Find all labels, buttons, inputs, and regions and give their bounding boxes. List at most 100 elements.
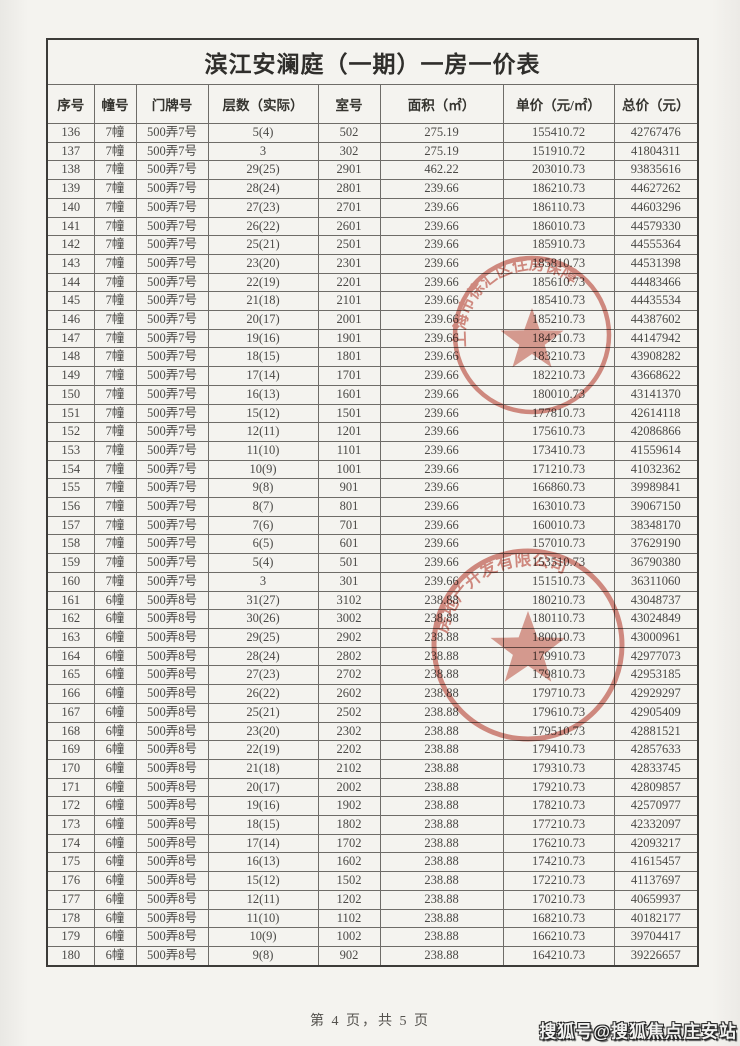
table-cell: 2702 bbox=[317, 665, 381, 686]
table-cell: 183210.73 bbox=[502, 347, 615, 368]
table-cell: 179310.73 bbox=[502, 758, 615, 779]
table-cell: 238.88 bbox=[379, 833, 504, 854]
table-cell: 27(23) bbox=[207, 665, 319, 686]
table-cell: 12(11) bbox=[207, 422, 319, 442]
table-cell: 500弄8号 bbox=[135, 758, 209, 779]
table-cell: 30(26) bbox=[207, 609, 319, 629]
table-cell: 1902 bbox=[317, 796, 381, 817]
table-cell: 185610.73 bbox=[502, 272, 615, 293]
table-cell: 239.66 bbox=[379, 179, 504, 199]
table-cell: 179410.73 bbox=[502, 740, 615, 760]
table-cell: 9(8) bbox=[207, 478, 319, 499]
document-title: 滨江安澜庭（一期）一房一价表 bbox=[46, 38, 699, 85]
table-cell: 162 bbox=[46, 609, 95, 629]
table-cell: 29(25) bbox=[207, 160, 319, 181]
table-cell: 7幢 bbox=[93, 141, 137, 162]
table-row: 143 7幢 500弄7号 23(20) 2301 239.66 185810.73 4453… bbox=[46, 253, 699, 274]
table-cell: 6幢 bbox=[93, 665, 137, 686]
table-cell: 6幢 bbox=[93, 646, 137, 667]
table-cell: 500弄7号 bbox=[135, 515, 209, 536]
table-cell: 169 bbox=[46, 740, 95, 760]
table-cell: 2002 bbox=[317, 777, 381, 798]
table-cell: 239.66 bbox=[379, 515, 504, 536]
table-cell: 2501 bbox=[317, 235, 381, 255]
table-cell: 42086866 bbox=[613, 422, 699, 442]
table-cell: 7幢 bbox=[93, 459, 137, 480]
table-cell: 20(17) bbox=[207, 777, 319, 798]
table-cell: 1901 bbox=[317, 328, 381, 349]
table-cell: 7幢 bbox=[93, 328, 137, 349]
table-cell: 44387602 bbox=[613, 310, 699, 330]
table-cell: 500弄7号 bbox=[135, 235, 209, 255]
table-cell: 500弄8号 bbox=[135, 815, 209, 835]
table-cell: 7幢 bbox=[93, 422, 137, 442]
table-cell: 239.66 bbox=[379, 497, 504, 517]
table-cell: 3102 bbox=[317, 590, 381, 611]
table-row: 144 7幢 500弄7号 22(19) 2201 239.66 185610.73 4448… bbox=[46, 272, 699, 293]
table-cell: 179910.73 bbox=[502, 646, 615, 667]
table-cell: 176 bbox=[46, 871, 95, 891]
table-cell: 154 bbox=[46, 459, 95, 480]
table-row: 170 6幢 500弄8号 21(18) 2102 238.88 179310.73 4283… bbox=[46, 758, 699, 779]
table-cell: 166860.73 bbox=[502, 478, 615, 499]
table-cell: 43048737 bbox=[613, 590, 699, 611]
table-cell: 172210.73 bbox=[502, 871, 615, 891]
table-cell: 22(19) bbox=[207, 272, 319, 293]
table-cell: 160 bbox=[46, 571, 95, 592]
table-cell: 238.88 bbox=[379, 758, 504, 779]
table-cell: 500弄8号 bbox=[135, 609, 209, 629]
table-cell: 184210.73 bbox=[502, 328, 615, 349]
table-cell: 44579330 bbox=[613, 216, 699, 237]
table-row: 140 7幢 500弄7号 27(23) 2701 239.66 186110.73 4460… bbox=[46, 197, 699, 218]
table-cell: 155410.72 bbox=[502, 123, 615, 143]
table-row: 141 7幢 500弄7号 26(22) 2601 239.66 186010.73 4457… bbox=[46, 216, 699, 237]
table-cell: 6幢 bbox=[93, 815, 137, 835]
table-cell: 42977073 bbox=[613, 646, 699, 667]
table-cell: 500弄7号 bbox=[135, 571, 209, 592]
table-cell: 2701 bbox=[317, 197, 381, 218]
column-header-unit-price: 单价（元/㎡） bbox=[502, 84, 615, 124]
table-cell: 6幢 bbox=[93, 702, 137, 723]
table-cell: 239.66 bbox=[379, 347, 504, 368]
table-row: 174 6幢 500弄8号 17(14) 1702 238.88 176210.73 4209… bbox=[46, 833, 699, 854]
table-cell: 500弄7号 bbox=[135, 553, 209, 573]
table-cell: 500弄7号 bbox=[135, 478, 209, 499]
table-cell: 42929297 bbox=[613, 684, 699, 704]
table-cell: 170 bbox=[46, 758, 95, 779]
table-cell: 239.66 bbox=[379, 253, 504, 274]
table-cell: 500弄8号 bbox=[135, 927, 209, 947]
table-cell: 238.88 bbox=[379, 684, 504, 704]
table-cell: 6幢 bbox=[93, 796, 137, 817]
table-cell: 7幢 bbox=[93, 497, 137, 517]
table-cell: 36790380 bbox=[613, 553, 699, 573]
table-cell: 93835616 bbox=[613, 160, 699, 181]
table-cell: 901 bbox=[317, 478, 381, 499]
table-cell: 155 bbox=[46, 478, 95, 499]
column-header-serial: 序号 bbox=[46, 84, 95, 124]
table-cell: 179510.73 bbox=[502, 721, 615, 742]
table-cell: 42614118 bbox=[613, 403, 699, 424]
table-cell: 17(14) bbox=[207, 833, 319, 854]
table-row: 145 7幢 500弄7号 21(18) 2101 239.66 185410.73 4443… bbox=[46, 291, 699, 312]
table-cell: 147 bbox=[46, 328, 95, 349]
table-row: 148 7幢 500弄7号 18(15) 1801 239.66 183210.73 4390… bbox=[46, 347, 699, 368]
table-row: 159 7幢 500弄7号 5(4) 501 239.66 153510.73 3679038… bbox=[46, 553, 699, 573]
table-cell: 500弄8号 bbox=[135, 796, 209, 817]
table-row: 139 7幢 500弄7号 28(24) 2801 239.66 186210.73 4462… bbox=[46, 179, 699, 199]
table-cell: 1601 bbox=[317, 384, 381, 405]
table-cell: 239.66 bbox=[379, 459, 504, 480]
table-cell: 500弄7号 bbox=[135, 328, 209, 349]
table-cell: 179810.73 bbox=[502, 665, 615, 686]
table-cell: 180210.73 bbox=[502, 590, 615, 611]
table-cell: 6幢 bbox=[93, 908, 137, 929]
table-row: 166 6幢 500弄8号 26(22) 2602 238.88 179710.73 4292… bbox=[46, 684, 699, 704]
table-cell: 239.66 bbox=[379, 291, 504, 312]
table-cell: 22(19) bbox=[207, 740, 319, 760]
table-cell: 43024849 bbox=[613, 609, 699, 629]
table-cell: 500弄8号 bbox=[135, 646, 209, 667]
table-cell: 462.22 bbox=[379, 160, 504, 181]
table-cell: 2001 bbox=[317, 310, 381, 330]
table-cell: 11(10) bbox=[207, 440, 319, 461]
table-cell: 7幢 bbox=[93, 123, 137, 143]
table-row: 156 7幢 500弄7号 8(7) 801 239.66 163010.73 3906715… bbox=[46, 497, 699, 517]
